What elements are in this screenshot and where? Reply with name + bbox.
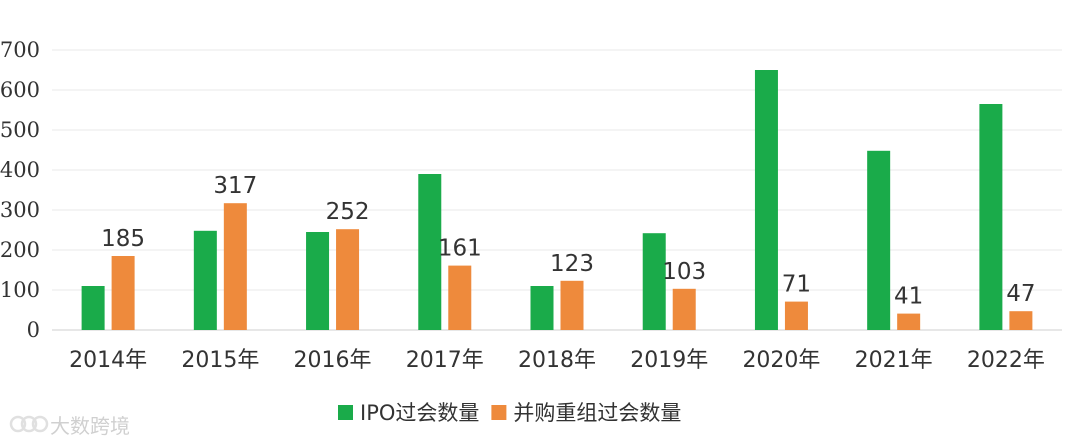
data-labels: 185 317 252 161 123 103 71 41 47 xyxy=(101,173,1035,309)
bar-mna xyxy=(223,203,247,330)
bar-mna xyxy=(336,229,360,330)
legend-swatch xyxy=(338,405,353,420)
watermark-text: 大数跨境 xyxy=(50,414,130,438)
bar-ipo xyxy=(418,174,442,330)
bar-mna xyxy=(897,313,921,330)
x-tick-label: 2015年 xyxy=(181,348,259,373)
y-tick-label: 400 xyxy=(0,158,40,182)
legend-label: 并购重组过会数量 xyxy=(513,401,681,425)
bars xyxy=(81,70,1033,330)
y-tick-label: 700 xyxy=(0,38,40,62)
x-tick-label: 2019年 xyxy=(630,348,708,373)
x-axis: 2014年 2015年 2016年 2017年 2018年 2019年 2020年 2021年… xyxy=(69,348,1045,373)
y-tick-label: 0 xyxy=(27,318,40,342)
bar-mna xyxy=(560,280,584,330)
bar-ipo xyxy=(306,232,330,330)
bar-mna xyxy=(672,288,696,330)
bar-ipo xyxy=(530,286,554,330)
bar-ipo xyxy=(979,104,1003,330)
x-tick-label: 2014年 xyxy=(69,348,147,373)
y-tick-label: 500 xyxy=(0,118,40,142)
legend-item: 并购重组过会数量 xyxy=(491,401,681,425)
bar-ipo xyxy=(754,70,778,330)
bar-ipo xyxy=(193,230,217,330)
legend-swatch xyxy=(491,405,507,420)
bar-mna xyxy=(111,256,135,330)
y-tick-label: 200 xyxy=(0,238,40,262)
data-label: 47 xyxy=(1006,281,1035,307)
x-tick-label: 2016年 xyxy=(294,348,372,373)
y-tick-label: 300 xyxy=(0,198,40,222)
gridlines xyxy=(52,49,1062,331)
x-tick-label: 2021年 xyxy=(855,348,933,373)
data-label: 252 xyxy=(326,199,370,225)
x-tick-label: 2022年 xyxy=(967,348,1045,373)
legend-label: IPO过会数量 xyxy=(360,401,479,425)
data-label: 71 xyxy=(782,272,811,298)
y-tick-label: 600 xyxy=(0,78,40,102)
x-tick-label: 2020年 xyxy=(742,348,820,373)
y-axis: 0 100 200 300 400 500 600 700 xyxy=(0,38,40,342)
legend: IPO过会数量 并购重组过会数量 xyxy=(338,401,681,425)
watermark: 大数跨境 xyxy=(9,414,130,438)
x-tick-label: 2018年 xyxy=(518,348,596,373)
y-tick-label: 100 xyxy=(0,278,40,302)
bar-ipo xyxy=(642,233,666,330)
data-label: 103 xyxy=(662,259,706,285)
bar-ipo xyxy=(867,150,891,330)
bar-mna xyxy=(784,301,808,330)
data-label: 41 xyxy=(894,284,923,310)
data-label: 185 xyxy=(101,226,145,252)
logo-icon xyxy=(9,415,49,433)
data-label: 317 xyxy=(213,173,257,199)
bar-mna xyxy=(1009,311,1033,330)
legend-item: IPO过会数量 xyxy=(338,401,479,425)
bar-mna xyxy=(448,265,472,330)
bar-ipo xyxy=(81,286,105,330)
data-label: 123 xyxy=(550,251,594,277)
x-tick-label: 2017年 xyxy=(406,348,484,373)
data-label: 161 xyxy=(438,236,482,262)
